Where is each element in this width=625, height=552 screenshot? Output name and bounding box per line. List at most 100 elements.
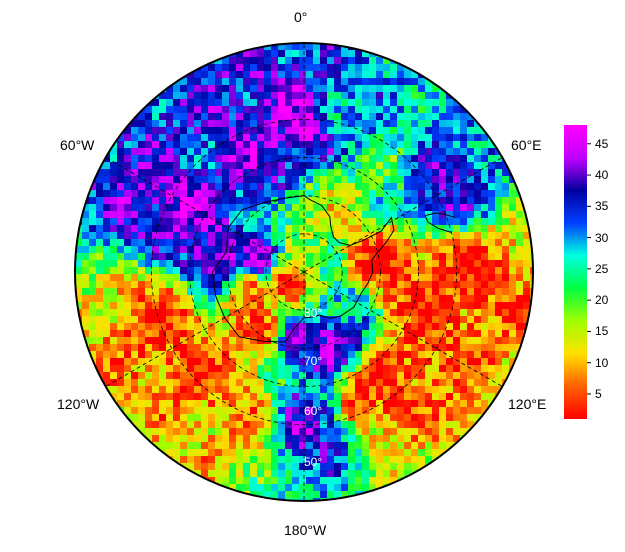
data-cell (313, 491, 321, 499)
data-cell (418, 414, 426, 422)
data-cell (355, 190, 363, 198)
data-cell (376, 92, 384, 100)
data-cell (362, 407, 370, 415)
data-cell (110, 407, 118, 415)
data-cell (159, 148, 167, 156)
data-cell (432, 421, 440, 429)
data-cell (299, 64, 307, 72)
data-cell (257, 379, 265, 387)
data-cell (411, 295, 419, 303)
data-cell (292, 239, 300, 247)
data-cell (418, 351, 426, 359)
data-cell (488, 267, 496, 275)
data-cell (96, 302, 104, 310)
data-cell (187, 323, 195, 331)
data-cell (334, 57, 342, 65)
data-cell (257, 295, 265, 303)
data-cell (215, 169, 223, 177)
data-cell (117, 260, 125, 268)
data-cell (488, 246, 496, 254)
data-cell (285, 141, 293, 149)
data-cell (334, 183, 342, 191)
data-cell (313, 113, 321, 121)
data-cell (278, 218, 286, 226)
data-cell (348, 274, 356, 282)
data-cell (355, 414, 363, 422)
data-cell (257, 351, 265, 359)
data-cell (383, 323, 391, 331)
data-cell (243, 113, 251, 121)
data-cell (488, 372, 496, 380)
data-cell (145, 393, 153, 401)
data-cell (131, 302, 139, 310)
data-cell (348, 386, 356, 394)
data-cell (201, 253, 209, 261)
data-cell (138, 183, 146, 191)
data-cell (376, 491, 384, 499)
data-cell (229, 141, 237, 149)
data-cell (425, 239, 433, 247)
data-cell (313, 176, 321, 184)
data-cell (348, 491, 356, 499)
data-cell (271, 50, 279, 58)
data-cell (285, 393, 293, 401)
data-cell (425, 281, 433, 289)
colorbar-tick-label: 40 (595, 168, 609, 183)
data-cell (208, 78, 216, 86)
data-cell (313, 274, 321, 282)
data-cell (306, 197, 314, 205)
data-cell (320, 43, 328, 51)
data-cell (117, 295, 125, 303)
data-cell (460, 358, 468, 366)
data-cell (397, 351, 405, 359)
data-cell (418, 92, 426, 100)
data-cell (327, 386, 335, 394)
data-cell (348, 442, 356, 450)
data-cell (208, 85, 216, 93)
data-cell (173, 92, 181, 100)
data-cell (390, 64, 398, 72)
data-cell (502, 372, 510, 380)
data-cell (453, 316, 461, 324)
data-cell (411, 400, 419, 408)
data-cell (474, 253, 482, 261)
data-cell (313, 456, 321, 464)
data-cell (481, 211, 489, 219)
data-cell (418, 225, 426, 233)
data-cell (411, 386, 419, 394)
data-cell (383, 204, 391, 212)
data-cell (327, 484, 335, 492)
data-cell (320, 442, 328, 450)
data-cell (474, 204, 482, 212)
data-cell (299, 113, 307, 121)
data-cell (425, 337, 433, 345)
data-cell (299, 379, 307, 387)
data-cell (271, 295, 279, 303)
data-cell (271, 456, 279, 464)
data-cell (460, 260, 468, 268)
data-cell (299, 449, 307, 457)
data-cell (516, 288, 524, 296)
data-cell (390, 274, 398, 282)
data-cell (481, 386, 489, 394)
data-cell (180, 407, 188, 415)
data-cell (404, 470, 412, 478)
data-cell (299, 414, 307, 422)
data-cell (348, 498, 356, 501)
data-cell (369, 463, 377, 471)
data-cell (236, 169, 244, 177)
data-cell (467, 365, 475, 373)
data-cell (201, 120, 209, 128)
data-cell (362, 190, 370, 198)
data-cell (341, 491, 349, 499)
data-cell (446, 148, 454, 156)
data-cell (306, 57, 314, 65)
data-cell (453, 176, 461, 184)
data-cell (397, 470, 405, 478)
data-cell (250, 309, 258, 317)
data-cell (355, 99, 363, 107)
data-cell (124, 134, 132, 142)
data-cell (383, 386, 391, 394)
data-cell (222, 351, 230, 359)
data-cell (257, 190, 265, 198)
